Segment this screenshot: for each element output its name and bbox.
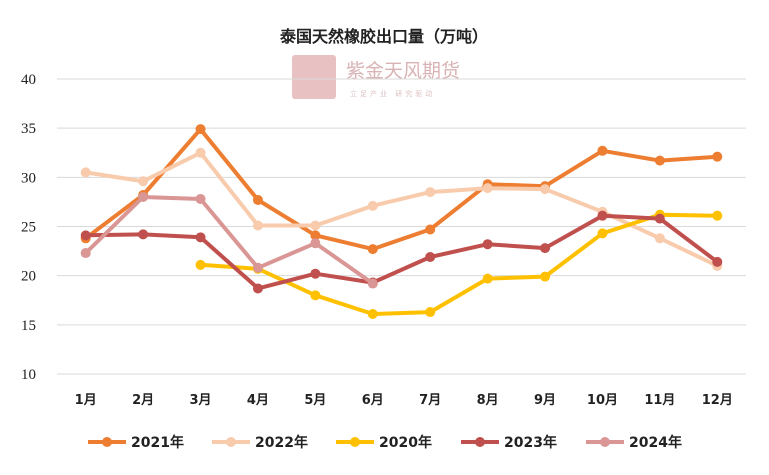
y-tick-label: 30 (21, 170, 36, 186)
x-tick-label: 2月 (132, 393, 154, 408)
legend-item: 2020年 (336, 434, 432, 451)
legend-label: 2022年 (255, 434, 308, 451)
data-point (712, 151, 723, 162)
x-tick-label: 4月 (247, 393, 269, 408)
legend-swatch-marker (226, 437, 236, 447)
data-point (80, 248, 91, 259)
legend-label: 2021年 (131, 434, 184, 451)
watermark-logo (292, 55, 336, 99)
series-line (83, 150, 720, 268)
chart-title: 泰国天然橡胶出口量（万吨） (279, 27, 488, 46)
data-point (540, 271, 551, 282)
data-point (712, 256, 723, 267)
data-point (195, 193, 206, 204)
data-point (712, 210, 723, 221)
data-point (367, 200, 378, 211)
grid (57, 78, 746, 375)
x-tick-label: 8月 (477, 393, 499, 408)
data-point (138, 176, 149, 187)
data-point (252, 194, 263, 205)
y-axis: 10 15 20 25 30 35 40 (21, 72, 36, 383)
x-axis: 1月 2月 3月 4月 5月 6月 7月 8月 9月 10月 11月 12月 (75, 393, 733, 408)
data-point (367, 244, 378, 255)
data-point (80, 167, 91, 178)
series-line (83, 195, 375, 286)
x-tick-label: 1月 (75, 393, 97, 408)
series-group (80, 124, 723, 320)
y-tick-label: 40 (21, 72, 36, 88)
data-point (482, 183, 493, 194)
data-point (195, 232, 206, 243)
legend-swatch-marker (475, 437, 485, 447)
data-point (195, 147, 206, 158)
data-point (425, 187, 436, 198)
legend-swatch-marker (600, 437, 610, 447)
x-tick-label: 5月 (304, 393, 326, 408)
x-tick-label: 6月 (362, 393, 384, 408)
y-tick-label: 35 (21, 121, 36, 137)
y-tick-label: 25 (21, 220, 36, 236)
x-tick-label: 3月 (190, 393, 212, 408)
series-line (83, 127, 720, 252)
legend-swatch-marker (350, 437, 360, 447)
data-point (482, 239, 493, 250)
watermark-company: 紫金天风期货 (346, 60, 460, 82)
data-point (252, 283, 263, 294)
legend-item: 2021年 (88, 434, 184, 451)
data-point (367, 309, 378, 320)
data-point (425, 251, 436, 262)
legend: 2021年 2022年 2020年 2023年 2024年 (88, 434, 682, 451)
data-point (425, 224, 436, 235)
series-1 (80, 147, 723, 271)
x-tick-label: 12月 (702, 393, 733, 408)
data-point (80, 230, 91, 241)
data-point (310, 220, 321, 231)
legend-item: 2023年 (461, 434, 557, 451)
x-tick-label: 9月 (534, 393, 556, 408)
y-tick-label: 10 (21, 367, 36, 383)
data-point (310, 268, 321, 279)
data-point (540, 243, 551, 254)
series-line (83, 213, 720, 291)
data-point (138, 229, 149, 240)
data-point (654, 233, 665, 244)
legend-swatch-marker (102, 437, 112, 447)
data-point (252, 262, 263, 273)
data-point (310, 238, 321, 249)
data-point (195, 124, 206, 135)
data-point (482, 273, 493, 284)
data-point (252, 220, 263, 231)
watermark-tagline: 立足产业 研究驱动 (350, 89, 435, 98)
y-tick-label: 15 (21, 318, 36, 334)
data-point (540, 184, 551, 195)
legend-item: 2022年 (212, 434, 308, 451)
x-tick-label: 11月 (644, 393, 675, 408)
data-point (367, 278, 378, 289)
x-tick-label: 10月 (587, 393, 618, 408)
legend-label: 2024年 (629, 434, 682, 451)
series-4 (80, 192, 378, 289)
data-point (597, 228, 608, 239)
data-point (138, 192, 149, 202)
legend-label: 2023年 (504, 434, 557, 451)
data-point (310, 230, 321, 241)
legend-item: 2024年 (586, 434, 682, 451)
watermark: 紫金天风期货 立足产业 研究驱动 (292, 55, 460, 99)
data-point (425, 307, 436, 318)
legend-label: 2020年 (379, 434, 432, 451)
data-point (310, 290, 321, 301)
data-point (195, 259, 206, 270)
x-tick-label: 7月 (419, 393, 441, 408)
y-tick-label: 20 (21, 269, 36, 285)
data-point (597, 210, 608, 221)
data-point (654, 213, 665, 224)
data-point (597, 145, 608, 156)
data-point (654, 155, 665, 166)
